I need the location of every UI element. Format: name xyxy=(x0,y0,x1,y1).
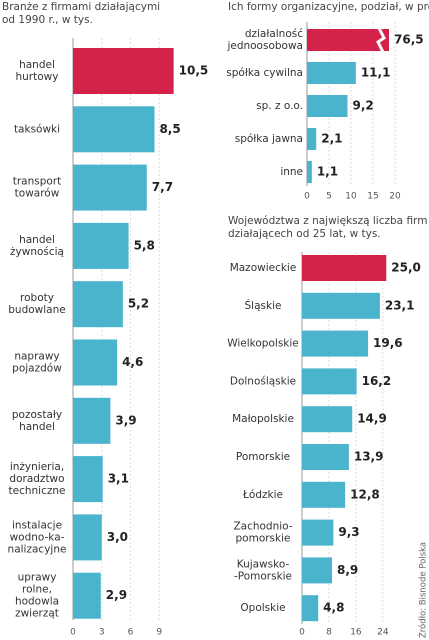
category-label: Opolskie xyxy=(240,602,285,614)
bar xyxy=(302,444,349,470)
category-label: handel hurtowy xyxy=(16,59,59,83)
bar xyxy=(73,514,102,561)
source: Źródło: Bisnode Polska xyxy=(417,542,429,638)
bar xyxy=(73,397,111,444)
value-label: 23,1 xyxy=(385,298,415,312)
x-tick-label: 16 xyxy=(350,628,362,638)
bar xyxy=(73,281,123,328)
x-tick-label: 0 xyxy=(299,628,305,638)
value-label: 8,5 xyxy=(159,122,180,136)
value-label: 2,1 xyxy=(321,132,342,146)
x-tick-label: 24 xyxy=(377,628,389,638)
x-tick-label: 15 xyxy=(367,192,378,202)
bar xyxy=(302,481,346,508)
bar xyxy=(307,128,317,150)
chart-title: Branże z firmami działającymi od 1990 r.,… xyxy=(2,1,160,26)
bar xyxy=(302,330,369,357)
bar xyxy=(302,557,332,584)
bar xyxy=(307,62,356,84)
bar xyxy=(73,106,155,153)
axis-break xyxy=(376,27,386,53)
x-tick-label: 3 xyxy=(99,628,105,638)
category-label: uprawy rolne, hodowla zwierząt xyxy=(15,572,59,620)
bar xyxy=(73,164,147,211)
bar xyxy=(302,595,319,622)
category-label: Małopolskie xyxy=(232,413,294,425)
x-tick-label: 6 xyxy=(128,628,134,638)
category-label: Mazowieckie xyxy=(230,262,297,274)
category-label: spółka cywilna xyxy=(226,67,303,79)
x-tick-label: 9 xyxy=(156,628,162,638)
value-label: 25,0 xyxy=(391,261,421,275)
category-label: spółka jawna xyxy=(235,133,303,145)
bar xyxy=(302,519,334,546)
bar xyxy=(73,456,103,503)
value-label: 2,9 xyxy=(106,588,127,602)
category-label: Wielkopolskie xyxy=(227,338,299,350)
bar xyxy=(302,368,357,395)
value-label: 12,8 xyxy=(350,487,380,501)
value-label: 3,9 xyxy=(115,413,136,427)
value-label: 5,8 xyxy=(134,238,155,252)
value-label: 16,2 xyxy=(362,374,392,388)
category-label: Śląskie xyxy=(245,299,282,312)
bar xyxy=(73,222,129,269)
category-label: inne xyxy=(280,166,303,178)
category-label: inżynieria, doradztwo techniczne xyxy=(9,461,66,497)
bar xyxy=(302,406,353,433)
bar xyxy=(302,255,387,281)
x-tick-label: 5 xyxy=(326,192,332,202)
value-label: 11,1 xyxy=(361,66,391,80)
category-label: Pomorskie xyxy=(236,451,290,463)
x-tick-label: 10 xyxy=(345,192,357,202)
category-label: Kujawsko--Pomorskie xyxy=(234,558,292,582)
bar xyxy=(73,339,118,386)
value-label: 9,3 xyxy=(338,525,359,539)
category-label: naprawy pojazdów xyxy=(12,351,62,375)
category-label: taksówki xyxy=(14,123,60,135)
category-label: handel żywnością xyxy=(10,234,64,258)
value-label: 4,6 xyxy=(122,355,143,369)
category-label: Zachodnio-pomorskie xyxy=(233,521,292,545)
value-label: 8,9 xyxy=(337,563,358,577)
category-label: instalacje wodno-ka-nalizacyjne xyxy=(8,519,67,555)
bar xyxy=(302,292,380,319)
bar xyxy=(307,95,348,117)
value-label: 9,2 xyxy=(352,99,373,113)
category-label: Dolnośląskie xyxy=(230,375,296,387)
value-label: 13,9 xyxy=(354,450,384,464)
category-label: sp. z o.o. xyxy=(256,100,303,112)
value-label: 4,8 xyxy=(323,601,344,615)
value-label: 3,0 xyxy=(107,530,128,544)
value-label: 7,7 xyxy=(152,180,173,194)
value-label: 10,5 xyxy=(179,64,209,78)
x-tick-label: 20 xyxy=(389,192,401,202)
chart-title: Województwa z największą liczba firm dzia… xyxy=(228,215,427,240)
category-label: transport towarów xyxy=(13,176,62,200)
value-label: 14,9 xyxy=(357,412,387,426)
value-label: 1,1 xyxy=(317,165,338,179)
category-label: roboty budowlane xyxy=(8,292,65,316)
x-tick-label: 0 xyxy=(70,628,76,638)
value-label: 3,1 xyxy=(108,472,129,486)
bar xyxy=(73,48,174,94)
category-label: działalność jednoosobowa xyxy=(226,28,303,52)
bar xyxy=(307,161,312,183)
chart-title: Ich formy organizacyjne, podział, w proc… xyxy=(228,1,429,13)
value-label: 76,5 xyxy=(394,33,424,47)
category-label: Łódzkie xyxy=(242,489,283,501)
bar xyxy=(307,29,389,51)
value-label: 5,2 xyxy=(128,297,149,311)
category-label: pozostały handel xyxy=(12,409,62,433)
bar xyxy=(73,572,101,619)
x-tick-label: 8 xyxy=(326,628,332,638)
value-label: 19,6 xyxy=(373,336,403,350)
x-tick-label: 0 xyxy=(304,192,310,202)
